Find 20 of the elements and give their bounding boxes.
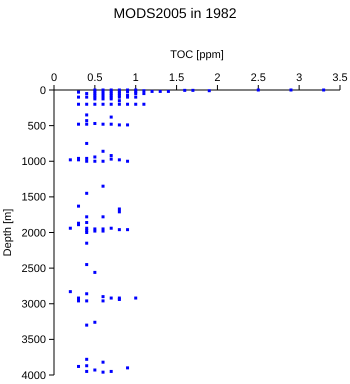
x-tick-label: 3	[296, 72, 302, 84]
x-tick-label: 2	[214, 72, 220, 84]
y-tick-label: 1000	[22, 156, 46, 168]
x-tick-label: 0	[50, 72, 58, 84]
x-tick-label: 0.5	[87, 72, 103, 84]
y-axis-title: Depth [m]	[2, 208, 14, 256]
x-tick-label: 2.5	[250, 72, 266, 84]
y-tick-label: 4000	[22, 370, 46, 382]
y-tick-label: 3500	[22, 334, 46, 346]
y-tick-label: 3000	[22, 298, 46, 311]
y-tick-label: 0	[40, 84, 46, 97]
y-tick-label: 2000	[22, 227, 46, 240]
chart-title: MODS2005 in 1982	[114, 5, 237, 21]
x-axis-title: TOC [ppm]	[170, 49, 224, 61]
y-tick-label: 1500	[22, 192, 46, 204]
y-tick-label: 2500	[22, 262, 46, 275]
x-tick-label: 1.5	[168, 72, 184, 84]
x-tick-label: 1	[132, 72, 139, 84]
x-tick-label: 3.5	[332, 72, 348, 84]
y-tick-label: 500	[28, 120, 46, 132]
